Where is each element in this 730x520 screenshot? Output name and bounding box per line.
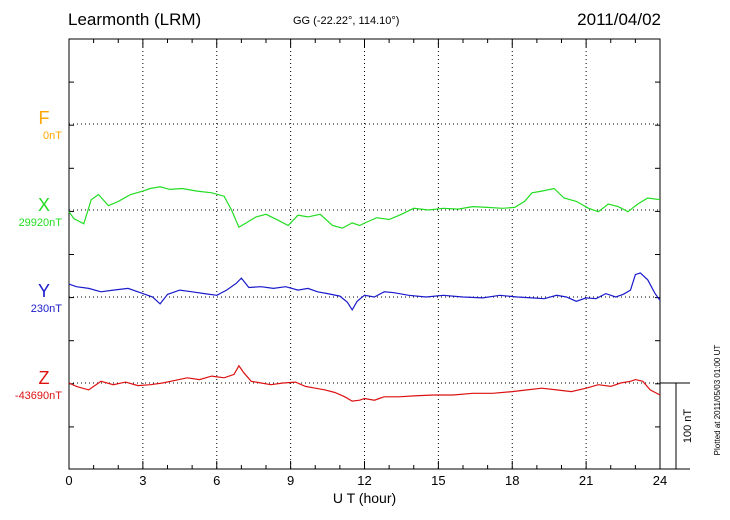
x-tick-label: 24: [653, 473, 667, 488]
x-tick-label: 18: [505, 473, 519, 488]
x-tick-label: 12: [357, 473, 371, 488]
x-tick-label: 21: [579, 473, 593, 488]
series-label-x: X: [38, 195, 50, 215]
station-title: Learmonth (LRM): [68, 10, 202, 29]
baseline-value-x: 29920nT: [19, 217, 63, 229]
plotted-at-note: Plotted at 2011/05/03 01:00 UT: [713, 345, 722, 456]
series-line-z: [68, 364, 661, 402]
x-tick-label: 6: [213, 473, 220, 488]
date-label: 2011/04/02: [577, 10, 661, 29]
series-line-x: [68, 186, 661, 229]
x-tick-label: 0: [65, 473, 72, 488]
series-label-f: F: [39, 108, 50, 128]
series-label-y: Y: [38, 281, 50, 301]
x-axis-label: U T (hour): [333, 490, 396, 506]
baseline-value-f: 0nT: [43, 130, 62, 142]
x-tick-label: 15: [431, 473, 445, 488]
baseline-value-z: -43690nT: [15, 390, 62, 402]
baseline-value-y: 230nT: [31, 303, 62, 315]
scale-bar-label: 100 nT: [682, 409, 694, 444]
series-label-z: Z: [39, 368, 50, 388]
x-tick-label: 3: [139, 473, 146, 488]
coordinates-label: GG (-22.22°, 114.10°): [293, 15, 400, 27]
series-line-y: [68, 272, 661, 312]
x-tick-label: 9: [287, 473, 294, 488]
